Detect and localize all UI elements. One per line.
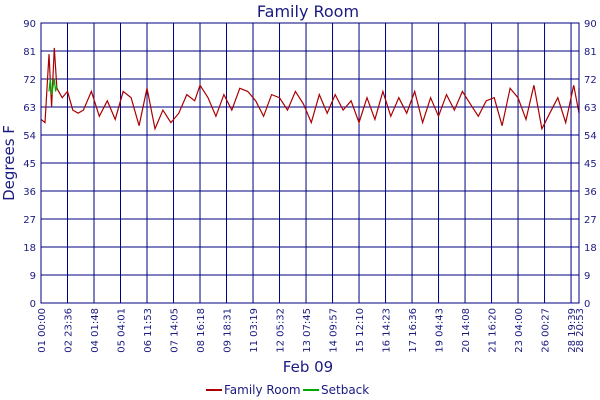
x-tick-label: 09 18:31 bbox=[223, 308, 234, 353]
x-axis-label: Feb 09 bbox=[283, 358, 333, 376]
y-tick-label-right: 18 bbox=[584, 243, 597, 254]
legend: Family Room Setback bbox=[206, 383, 369, 397]
x-tick-label: 23 04:00 bbox=[514, 308, 525, 353]
y-axis-label: Degrees F bbox=[0, 125, 18, 201]
grid bbox=[40, 22, 580, 304]
x-ticks: 01 00:00 02 23:36 04 01:48 05 04:01 06 11:53… bbox=[37, 308, 586, 353]
y-tick-label-right: 9 bbox=[584, 271, 590, 282]
x-tick-label: 16 14:23 bbox=[382, 308, 393, 353]
x-tick-label: 02 23:36 bbox=[64, 308, 75, 353]
x-tick-label: 14 09:57 bbox=[329, 308, 340, 353]
x-tick-label: 06 11:53 bbox=[143, 308, 154, 353]
y-tick-label-left: 63 bbox=[23, 103, 36, 114]
plot-frame bbox=[40, 22, 580, 304]
x-tick-label: 12 05:32 bbox=[276, 308, 287, 353]
x-tick-label: 04 01:48 bbox=[90, 308, 101, 353]
legend-label-family-room: Family Room bbox=[224, 383, 301, 397]
x-tick-label: 15 12:10 bbox=[355, 308, 366, 353]
series-line-setback bbox=[48, 78, 58, 95]
y-tick-label-left: 36 bbox=[23, 187, 36, 198]
x-tick-label: 20 14:08 bbox=[461, 308, 472, 353]
y-tick-label-right: 90 bbox=[584, 19, 597, 30]
x-tick-label: 01 00:00 bbox=[37, 308, 48, 353]
series-line-family-room bbox=[40, 47, 580, 131]
y-tick-label-right: 63 bbox=[584, 103, 597, 114]
y-tick-label-left: 81 bbox=[23, 47, 36, 58]
y-tick-label-left: 0 bbox=[30, 299, 36, 310]
series bbox=[40, 47, 580, 131]
y-tick-label-right: 72 bbox=[584, 75, 597, 86]
x-tick-label: 19 04:43 bbox=[435, 308, 446, 353]
y-ticks-left: 0 9 18 27 36 45 54 63 72 81 90 bbox=[23, 19, 36, 310]
x-tick-label: 21 16:20 bbox=[488, 308, 499, 353]
x-tick-label: 28 20:53 bbox=[575, 308, 586, 353]
x-tick-label: 11 03:19 bbox=[249, 308, 260, 353]
y-tick-label-right: 27 bbox=[584, 215, 597, 226]
y-tick-label-left: 54 bbox=[23, 131, 36, 142]
y-tick-label-left: 9 bbox=[30, 271, 36, 282]
y-tick-label-left: 18 bbox=[23, 243, 36, 254]
x-tick-label: 13 07:45 bbox=[302, 308, 313, 353]
y-tick-label-left: 90 bbox=[23, 19, 36, 30]
y-tick-label-left: 45 bbox=[23, 159, 36, 170]
x-tick-label: 17 16:36 bbox=[408, 308, 419, 353]
y-ticks-right: 0 9 18 27 36 45 54 63 72 81 90 bbox=[584, 19, 597, 310]
y-tick-label-right: 54 bbox=[584, 131, 597, 142]
y-tick-label-left: 72 bbox=[23, 75, 36, 86]
x-tick-label: 07 14:05 bbox=[170, 308, 181, 353]
y-tick-label-right: 45 bbox=[584, 159, 597, 170]
y-tick-label-right: 36 bbox=[584, 187, 597, 198]
x-tick-label: 08 16:18 bbox=[196, 308, 207, 353]
x-tick-label: 05 04:01 bbox=[117, 308, 128, 353]
x-tick-label: 28 19:39 bbox=[567, 308, 578, 353]
chart-title: Family Room bbox=[257, 2, 359, 21]
y-tick-label-right: 81 bbox=[584, 47, 597, 58]
y-tick-label-left: 27 bbox=[23, 215, 36, 226]
x-tick-label: 26 00:27 bbox=[541, 308, 552, 353]
y-tick-label-right: 0 bbox=[584, 299, 590, 310]
legend-label-setback: Setback bbox=[321, 383, 369, 397]
